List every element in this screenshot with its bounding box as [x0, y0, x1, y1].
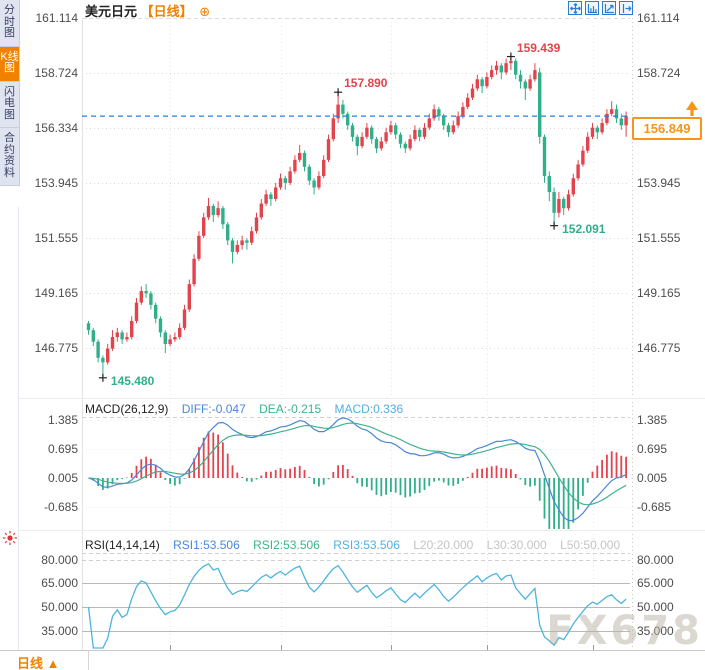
rsi-title[interactable]: RSI(14,14,14) [85, 538, 160, 552]
sidebar-item-flash-chart[interactable]: 闪电图 [0, 82, 19, 128]
macd-axis-label-right: 0.695 [637, 442, 668, 456]
macd-diff-value: DIFF:-0.047 [181, 402, 246, 416]
symbol-title: 美元日元 [85, 4, 138, 19]
sidebar-item-kline-chart[interactable]: K线图 [0, 46, 19, 82]
candlestick-series[interactable] [86, 56, 628, 378]
price-annotation-145.480: 145.480 [110, 373, 155, 388]
macd-title[interactable]: MACD(26,12,9) [85, 402, 169, 416]
macd-macd-value: MACD:0.336 [334, 402, 404, 416]
rsi-axis-label-left: 50.000 [41, 600, 78, 614]
macd-series [88, 417, 627, 529]
rsi-axis-label-left: 80.000 [41, 552, 78, 567]
rsi-axis-label-right: 35.000 [637, 623, 674, 638]
price-axis-label-left: 161.114 [35, 11, 79, 25]
macd-axis-label-left: 1.385 [47, 413, 78, 427]
price-annotation-152.091: 152.091 [562, 221, 606, 236]
rsi-l20-value: L20:20.000 [413, 538, 474, 552]
price-axis-label-left: 149.165 [34, 285, 78, 300]
current-price-tag: 156.849 [632, 116, 702, 140]
macd-axis-label-right: 0.005 [637, 471, 668, 485]
macd-axis-label-left: 0.005 [47, 471, 78, 485]
rsi-l50-value: L50:50.000 [560, 538, 621, 552]
chart-type-sidebar: 分时图 K线图 闪电图 合约资料 [0, 0, 20, 186]
price-axis-label-right: 161.114 [637, 11, 680, 25]
axis-pointer-icon[interactable] [602, 1, 616, 15]
price-axis-label-right: 153.945 [637, 175, 681, 190]
sidebar-divider [18, 207, 19, 650]
chart-toolbar [568, 1, 633, 15]
sidebar-item-contract-info[interactable]: 合约资料 [0, 128, 19, 186]
pan-icon[interactable] [568, 1, 582, 15]
sidebar-item-minute-chart[interactable]: 分时图 [0, 0, 19, 47]
macd-axis-label-left: 0.695 [47, 442, 78, 456]
macd-axis-label-right: -0.685 [637, 500, 672, 514]
time-axis-bar [0, 650, 705, 670]
rsi1-value: RSI1:53.506 [173, 538, 240, 552]
price-up-arrow-icon [686, 101, 698, 117]
rsi3-value: RSI3:53.506 [333, 538, 400, 552]
rsi2-value: RSI2:53.506 [253, 538, 320, 552]
price-markers [98, 52, 559, 382]
price-axis-label-right: 158.724 [637, 66, 681, 80]
macd-axis-label-left: -0.685 [43, 500, 78, 514]
rsi-l30-value: L30:30.000 [486, 538, 547, 552]
exit-icon[interactable] [619, 1, 633, 15]
price-axis-label-left: 156.334 [34, 121, 78, 135]
rsi-series [87, 563, 627, 649]
macd-header: MACD(26,12,9) DIFF:-0.047 DEA:-0.215 MAC… [85, 402, 413, 416]
price-axis-label-right: 146.775 [637, 341, 681, 355]
grid-layer [19, 18, 705, 650]
rsi-axis-label-right: 80.000 [637, 552, 674, 567]
bottombar-divider [88, 650, 89, 670]
rsi-axis-label-left: 65.000 [41, 576, 78, 591]
rsi-axis-label-right: 50.000 [637, 600, 674, 614]
price-axis-label-left: 153.945 [34, 175, 78, 190]
price-axis-label-left: 158.724 [34, 66, 78, 80]
fx678-watermark: FX678 [546, 608, 703, 654]
period-tag: 【日线】 [140, 4, 193, 19]
period-selector-button[interactable]: 日线 ▲ [17, 656, 60, 670]
price-axis-label-right: 149.165 [637, 285, 681, 300]
price-annotation-159.439: 159.439 [516, 40, 561, 55]
hot-indicator-icon [3, 531, 17, 545]
add-indicator-icon[interactable]: ⊕ [199, 4, 211, 19]
macd-axis-label-right: 1.385 [637, 413, 668, 427]
price-axis-label-left: 146.775 [34, 341, 78, 355]
macd-dea-value: DEA:-0.215 [259, 402, 322, 416]
rsi-header: RSI(14,14,14) RSI1:53.506 RSI2:53.506 RS… [85, 538, 630, 552]
chart-header: 美元日元 【日线】 ⊕ [85, 1, 211, 19]
axis-fit-icon[interactable] [585, 1, 599, 15]
rsi-axis-label-right: 65.000 [637, 576, 674, 591]
price-axis-label-left: 151.555 [34, 230, 78, 245]
rsi-axis-label-left: 35.000 [41, 623, 78, 638]
price-axis-label-right: 151.555 [637, 230, 681, 245]
price-annotation-157.890: 157.890 [344, 76, 388, 91]
